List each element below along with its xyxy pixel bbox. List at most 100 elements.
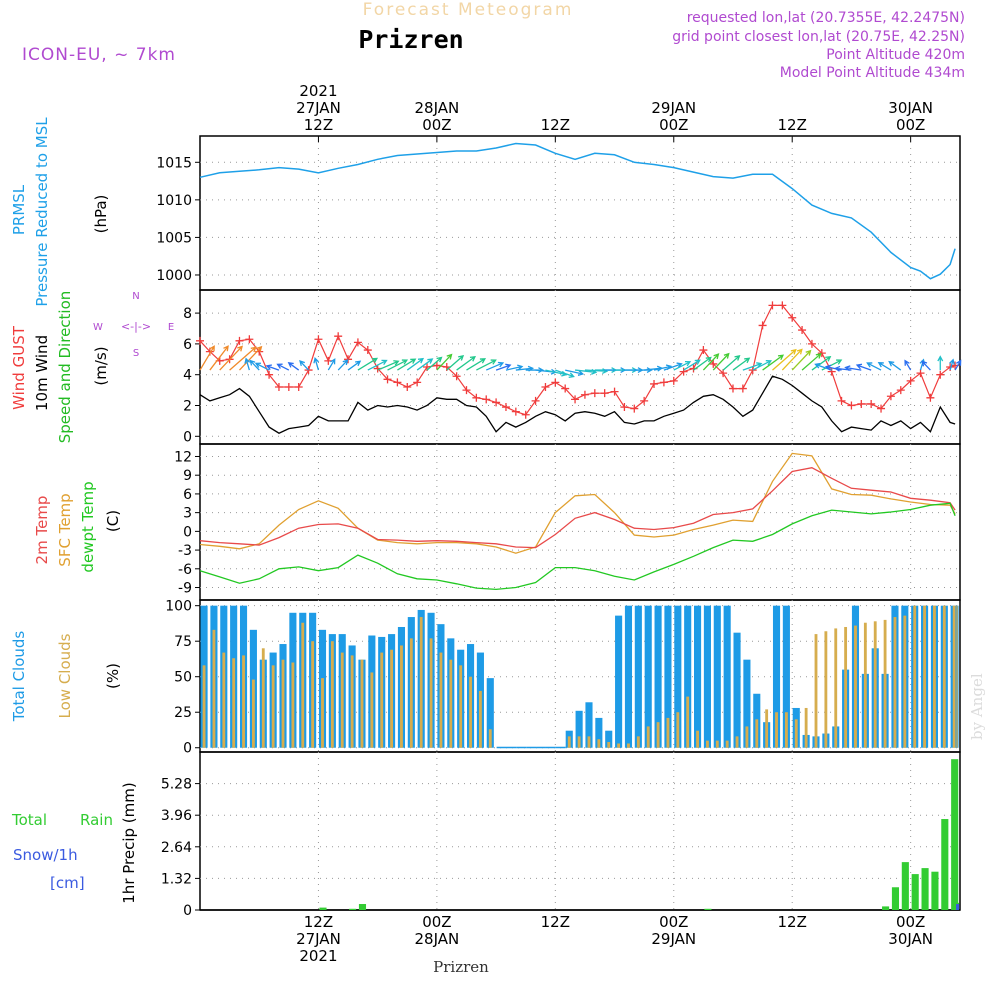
grid-point-coords: grid point closest lon,lat (20.75E, 42.2… [672,29,965,45]
gust-point [847,401,856,410]
rain-bar [911,874,919,910]
cm-label: [cm] [50,874,85,892]
snow-bar [956,904,960,910]
cloud-unit-label: (%) [104,663,122,689]
low-cloud-bar [567,736,571,748]
low-cloud-bar [755,719,759,748]
gust-point [906,376,915,385]
rain-bar [941,819,949,910]
sfc-label: SFC Temp [56,493,74,566]
bottom-time-label: 29JAN [651,930,696,948]
wind-direction-arrow [742,362,763,371]
total-cloud-bar [516,746,527,749]
wind-direction-arrow [377,360,400,371]
total-cloud-bar [723,605,731,748]
low-cloud-bar [824,631,828,748]
low-cloud-bar [646,726,650,748]
y-tick-label: 0 [183,741,192,757]
wind-direction-arrow [249,359,260,371]
low-cloud-bar [863,622,867,748]
total-cloud-bar [555,746,566,749]
precip-unit-label: 1hr Precip (mm) [120,782,138,903]
cloud-labels: Total Clouds Low Clouds (%) [10,631,122,723]
y-tick-label: 0 [183,524,192,540]
y-tick-label: 75 [174,634,192,650]
gust-point [827,367,836,376]
low-cloud-bar [676,712,680,748]
gust-point [857,399,866,408]
wind-direction-arrow [683,359,701,371]
low-cloud-bar [597,739,601,748]
y-tick-label: 25 [174,705,192,721]
total-cloud-bar [772,605,781,748]
low-cloud-bar [469,676,472,748]
total-cloud-bar [545,746,556,749]
dewpt-label: dewpt Temp [79,481,97,572]
low-cloud-bar [311,641,315,748]
total-cloud-bar [733,632,741,748]
wind-direction-arrow [299,360,310,371]
gust-point [630,404,639,413]
low-cloud-bar [261,648,265,748]
y-tick-label: 3.96 [161,808,192,824]
wind-direction-arrow [866,362,882,371]
low-cloud-bar [913,605,917,748]
gust-point [501,403,510,412]
bottom-time-label: 12Z [778,913,807,931]
gust-point [719,369,728,378]
top-time-label: 12Z [304,116,333,134]
wind-direction-arrow [313,357,320,371]
rain-bar [704,908,712,910]
low-cloud-bar [429,638,433,748]
wind-direction-arrow [663,362,683,371]
footer-location: Prizren [433,958,489,976]
total-cloud-bar [605,730,613,748]
bottom-time-label: 12Z [541,913,570,931]
gust-point [640,396,649,405]
low-cloud-bar [636,736,640,748]
model-altitude: Model Point Altitude 434m [780,65,965,81]
bottom-time-label: 2021 [299,947,337,965]
gust-point [699,346,708,355]
low-cloud-bar [933,605,936,748]
rain-bar [901,862,909,910]
wind10m-label: 10m Wind [33,335,51,411]
wind-direction-arrow [209,345,229,371]
wind-direction-arrow [732,357,751,371]
total-cloud-bar [496,746,507,749]
top-time-label: 12Z [541,116,570,134]
wind-direction-arrow [722,354,741,371]
low-cloud-bar [202,665,206,748]
compass-s: S [133,348,139,359]
wind-direction-arrow [466,358,487,371]
low-cloud-bar [617,743,621,748]
low-cloud-bar [449,659,453,748]
total-cloud-bar [585,702,593,748]
gust-point [798,326,807,335]
low-cloud-bar [587,736,591,748]
low-cloud-bar [735,736,739,748]
gust-point [936,370,945,379]
rain-bar [358,904,367,910]
y-tick-label: 6 [183,337,192,353]
wind-direction-arrow [347,360,362,371]
wind-direction-arrow [752,360,772,371]
prmsl-line [199,142,956,280]
temp-unit-label: (C) [104,510,122,532]
low-cloud-bar [400,645,403,748]
y-tick-label: 6 [183,487,192,503]
dewpt-line [199,502,956,591]
prmsl-label: PRMSL [10,184,28,235]
gust-point [896,386,905,395]
wind-direction-arrow [244,357,251,371]
total-cloud-bar [713,605,721,748]
low-cloud-bar [666,717,670,748]
prmsl-desc-label: Pressure Reduced to MSL [33,117,51,307]
low-cloud-bar [696,730,699,748]
low-cloud-bar [251,679,255,748]
total-cloud-bar [743,659,751,748]
gust-point [817,349,826,358]
wind-direction-arrow [287,362,300,371]
wind-direction-arrow [904,359,912,371]
low-cloud-bar [765,709,769,748]
